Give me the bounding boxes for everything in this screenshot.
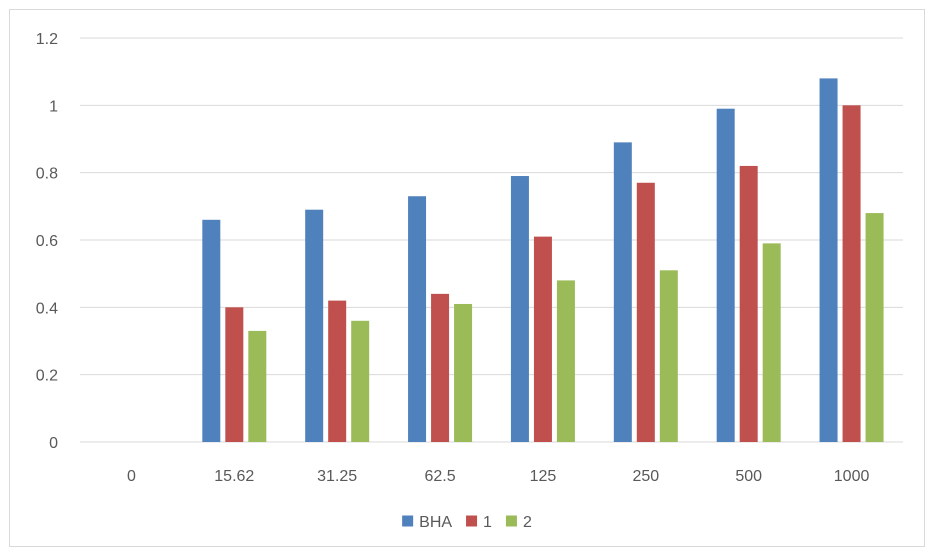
x-axis-tick-labels: 0 15.62 31.25 62.5 125 250 500 1000 [127,468,869,485]
bar-1-15.62 [225,307,244,442]
bar-1-500 [739,165,758,442]
x-tick-label: 31.25 [317,468,357,485]
bar-2-125 [556,280,575,442]
y-tick-label: 1.2 [36,31,58,48]
bar-bha-15.62 [202,219,221,442]
y-tick-label: 0.2 [36,368,58,385]
bar-bha-62.5 [408,196,427,442]
x-tick-label: 250 [632,468,659,485]
bar-1-31.25 [328,300,347,442]
bar-bha-250 [613,142,632,442]
bar-1-62.5 [431,293,450,442]
bar-2-15.62 [248,330,267,442]
bar-2-500 [762,243,781,442]
bar-bha-125 [510,176,529,443]
legend-label-bha: BHA [419,514,452,531]
bar-1-125 [533,236,552,442]
x-tick-label: 125 [530,468,557,485]
legend-swatch-bha [402,515,414,527]
bar-1-1000 [842,105,861,442]
bar-bha-31.25 [305,209,324,442]
bar-2-31.25 [351,320,370,442]
bar-bha-1000 [819,78,838,443]
bar-1-250 [636,182,655,442]
y-tick-label: 1 [49,98,58,115]
bar-bha-500 [716,108,735,442]
bars [202,78,884,443]
y-tick-label: 0 [49,435,58,452]
legend-swatch-1 [466,515,478,527]
legend-label-2: 2 [523,514,532,531]
x-tick-label: 62.5 [424,468,455,485]
legend-label-1: 1 [483,514,492,531]
bar-2-62.5 [454,303,473,442]
y-tick-label: 0.4 [36,300,58,317]
x-tick-label: 500 [735,468,762,485]
y-tick-label: 0.6 [36,233,58,250]
y-axis-tick-labels: 0 0.2 0.4 0.6 0.8 1 1.2 [36,31,58,452]
x-tick-label: 15.62 [214,468,254,485]
legend-swatch-2 [505,515,517,527]
x-tick-label: 0 [127,468,136,485]
bar-2-250 [659,270,678,442]
y-tick-label: 0.8 [36,166,58,183]
bar-2-1000 [865,213,884,442]
legend: BHA 1 2 [402,514,532,531]
x-tick-label: 1000 [834,468,870,485]
